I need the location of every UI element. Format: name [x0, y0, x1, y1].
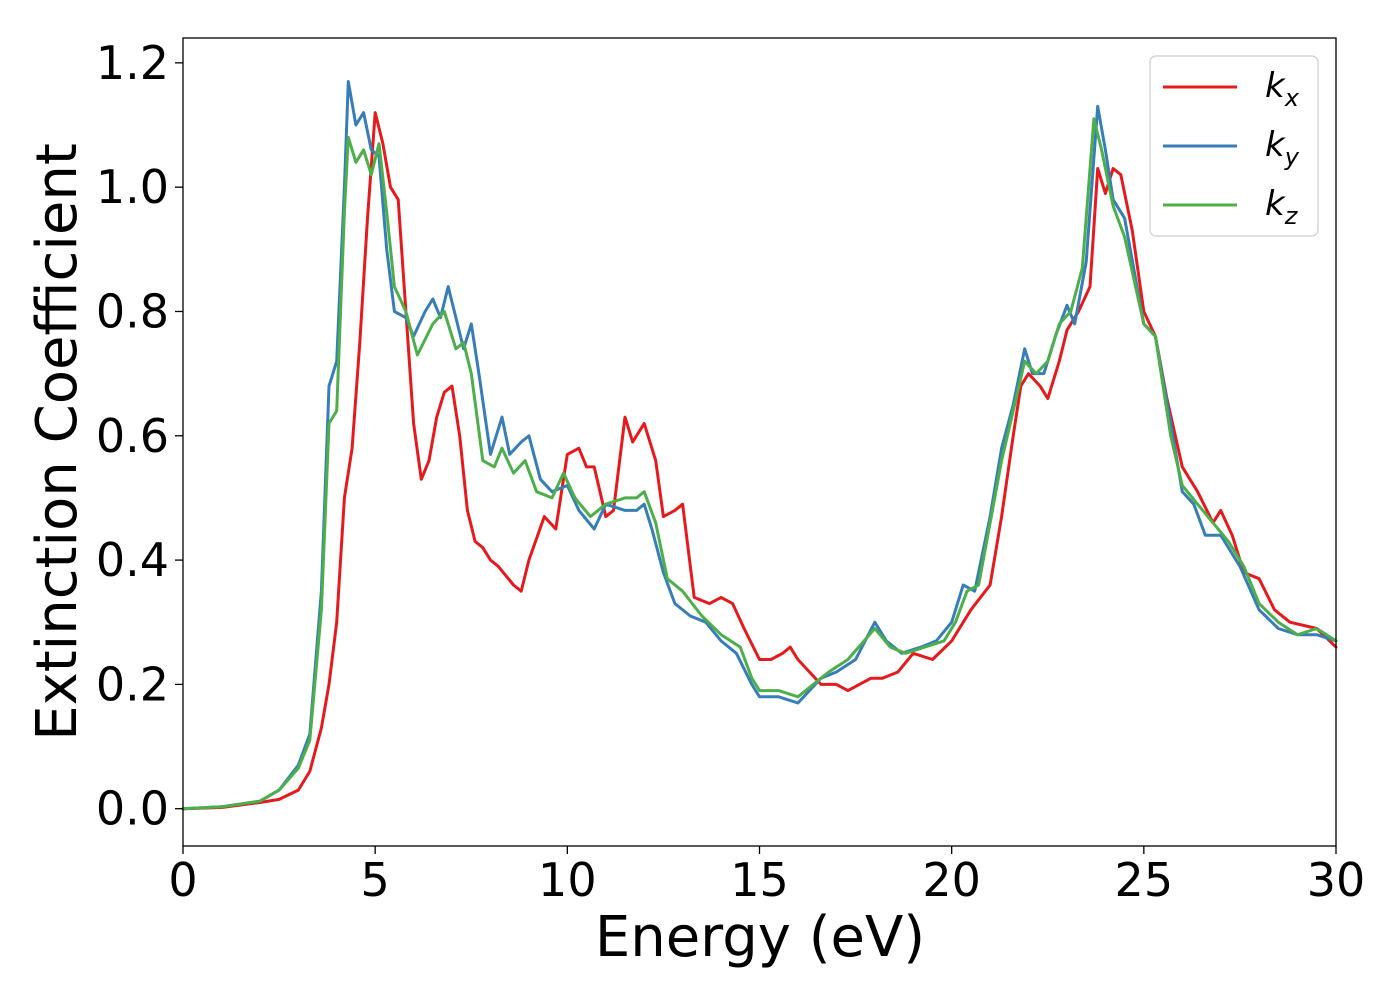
x-axis-ticks: 0 5 10 15 20 25 30: [168, 846, 1365, 907]
y-tick-label: 0.6: [96, 409, 169, 463]
x-tick-label: 20: [922, 853, 981, 907]
y-axis-ticks: 0.0 0.2 0.4 0.6 0.8 1.0 1.2: [96, 36, 183, 836]
y-tick-label: 0.0: [96, 782, 169, 836]
y-tick-label: 1.0: [96, 160, 169, 214]
legend-label-y: ky: [1265, 125, 1300, 171]
series-layer: [181, 80, 1338, 811]
y-tick-label: 0.4: [96, 533, 169, 587]
y-tick-label: 0.2: [96, 657, 169, 711]
y-axis-title: Extinction Coefficient: [25, 143, 90, 741]
x-tick-label: 25: [1115, 853, 1174, 907]
series-line-z: [181, 117, 1338, 811]
y-tick-label: 1.2: [96, 36, 169, 90]
x-tick-label: 15: [730, 853, 789, 907]
x-tick-label: 5: [361, 853, 390, 907]
x-tick-label: 30: [1307, 853, 1366, 907]
x-axis-title: Energy (eV): [595, 905, 925, 970]
series-line-y: [181, 80, 1338, 811]
x-tick-label: 10: [538, 853, 597, 907]
legend-label-x: kx: [1265, 66, 1300, 112]
y-tick-label: 0.8: [96, 284, 169, 338]
legend: kx ky kz: [1149, 55, 1319, 237]
x-tick-label: 0: [168, 853, 197, 907]
legend-label-z: kz: [1265, 184, 1299, 230]
